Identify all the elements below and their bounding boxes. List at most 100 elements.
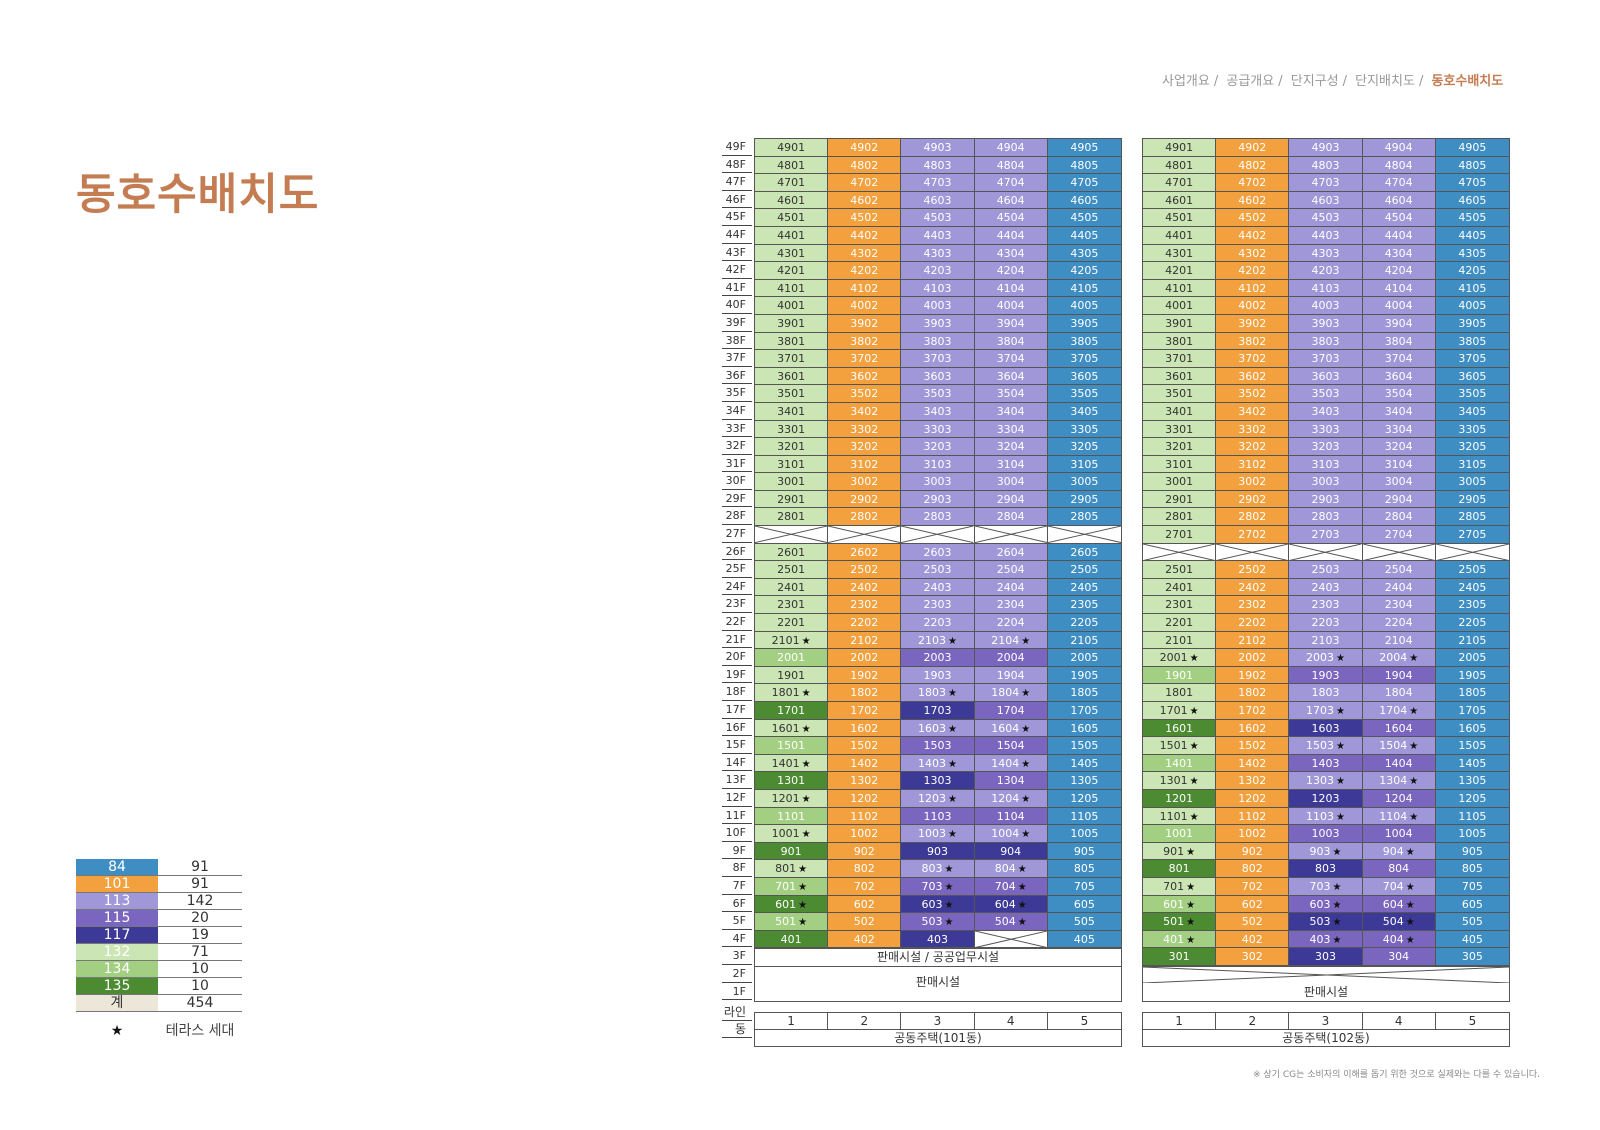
unit-cell[interactable]: 2104 [1362,631,1436,650]
breadcrumb-item[interactable]: 단지구성 [1290,74,1339,89]
unit-cell[interactable]: 2101 [1143,631,1217,650]
unit-cell[interactable]: 4805 [1047,156,1121,175]
unit-cell[interactable]: 1602 [1216,719,1290,738]
unit-cell[interactable]: 1202 [1216,789,1290,808]
unit-cell[interactable]: 3501 [755,385,829,403]
unit-cell[interactable]: 1103 [901,807,975,826]
unit-cell[interactable]: 3405 [1047,402,1121,421]
unit-cell[interactable]: 1505 [1047,737,1121,755]
unit-cell[interactable]: 3901 [755,314,829,333]
unit-cell[interactable]: 1904 [974,666,1048,685]
unit-cell[interactable]: 3602 [828,367,902,386]
unit-cell[interactable]: 2502 [1216,561,1290,579]
unit-cell[interactable]: 2105 [1435,631,1509,650]
unit-cell[interactable]: 805 [1047,860,1121,878]
unit-cell[interactable]: 901 [755,842,829,861]
unit-cell[interactable]: 3102 [828,455,902,474]
unit-cell[interactable]: 3601 [1143,367,1217,386]
unit-cell[interactable]: 3802 [828,332,902,351]
unit-cell[interactable]: 2803 [901,508,975,527]
unit-cell[interactable]: 2001 [755,649,829,667]
breadcrumb-item[interactable]: 공급개요 [1226,74,1275,89]
unit-cell[interactable]: 2402 [828,578,902,597]
unit-cell[interactable]: 704 ★ [1362,877,1436,896]
unit-cell[interactable]: 4605 [1047,191,1121,210]
unit-cell[interactable]: 4101 [1143,279,1217,298]
unit-cell[interactable]: 2102 [1216,631,1290,650]
unit-cell[interactable]: 2801 [1143,508,1217,527]
unit-cell[interactable]: 4002 [1216,297,1290,315]
unit-cell[interactable]: 2601 [755,543,829,562]
unit-cell[interactable]: 1301 ★ [1143,772,1217,790]
unit-cell[interactable]: 602 [1216,895,1290,914]
unit-cell[interactable]: 4204 [1362,262,1436,280]
unit-cell[interactable]: 3305 [1435,420,1509,439]
unit-cell[interactable]: 2304 [974,596,1048,615]
unit-cell[interactable]: 605 [1047,895,1121,914]
unit-cell[interactable]: 1802 [1216,684,1290,702]
unit-cell[interactable]: 4604 [974,191,1048,210]
unit-cell[interactable]: 1101 [755,807,829,826]
unit-cell[interactable]: 4602 [1216,191,1290,210]
unit-cell[interactable]: 3901 [1143,314,1217,333]
unit-cell[interactable]: 3801 [1143,332,1217,351]
unit-cell[interactable]: 3102 [1216,455,1290,474]
unit-cell[interactable]: 4603 [901,191,975,210]
unit-cell[interactable]: 3503 [1289,385,1363,403]
unit-cell[interactable]: 2004 [974,649,1048,667]
unit-cell[interactable]: 2102 [828,631,902,650]
unit-cell[interactable]: 2202 [828,614,902,632]
unit-cell[interactable]: 3302 [1216,420,1290,439]
unit-cell[interactable]: 3504 [974,385,1048,403]
unit-cell[interactable]: 602 [828,895,902,914]
unit-cell[interactable]: 1805 [1435,684,1509,702]
unit-cell[interactable]: 1502 [828,737,902,755]
unit-cell[interactable]: 2204 [974,614,1048,632]
unit-cell[interactable]: 3203 [1289,438,1363,456]
unit-cell[interactable]: 3505 [1047,385,1121,403]
unit-cell[interactable]: 4305 [1435,244,1509,263]
unit-cell[interactable]: 4905 [1047,139,1121,157]
unit-cell[interactable]: 503 ★ [1289,913,1363,931]
unit-cell[interactable]: 2605 [1047,543,1121,562]
unit-cell[interactable]: 4001 [1143,297,1217,315]
unit-cell[interactable]: 3902 [1216,314,1290,333]
unit-cell[interactable]: 904 [974,842,1048,861]
unit-cell[interactable]: 4503 [901,209,975,227]
unit-cell[interactable]: 3804 [1362,332,1436,351]
unit-cell[interactable]: 3001 [1143,473,1217,491]
unit-cell[interactable]: 1203 ★ [901,789,975,808]
unit-cell[interactable]: 4504 [1362,209,1436,227]
unit-cell[interactable]: 2302 [1216,596,1290,615]
unit-cell[interactable]: 1605 [1435,719,1509,738]
unit-cell[interactable]: 1801 [1143,684,1217,702]
unit-cell[interactable]: 905 [1047,842,1121,861]
unit-cell[interactable]: 903 [901,842,975,861]
unit-cell[interactable]: 4704 [974,174,1048,192]
unit-cell[interactable]: 801 [1143,860,1217,878]
unit-cell[interactable]: 2503 [901,561,975,579]
unit-cell[interactable]: 4405 [1435,226,1509,245]
unit-cell[interactable]: 4901 [1143,139,1217,157]
unit-cell[interactable]: 4601 [1143,191,1217,210]
unit-cell[interactable]: 3603 [1289,367,1363,386]
unit-cell[interactable]: 2201 [755,614,829,632]
unit-cell[interactable]: 402 [1216,930,1290,949]
unit-cell[interactable]: 2305 [1435,596,1509,615]
unit-cell[interactable]: 2104 ★ [974,631,1048,650]
unit-cell[interactable]: 4401 [1143,226,1217,245]
unit-cell[interactable]: 2805 [1435,508,1509,527]
unit-cell[interactable]: 2503 [1289,561,1363,579]
unit-cell[interactable]: 3204 [974,438,1048,456]
unit-cell[interactable]: 1305 [1435,772,1509,790]
unit-cell[interactable]: 1604 [1362,719,1436,738]
unit-cell[interactable]: 2402 [1216,578,1290,597]
unit-cell[interactable]: 705 [1435,877,1509,896]
unit-cell[interactable]: 4601 [755,191,829,210]
unit-cell[interactable]: 3402 [1216,402,1290,421]
unit-cell[interactable]: 703 ★ [901,877,975,896]
unit-cell[interactable]: 2105 [1047,631,1121,650]
unit-cell[interactable]: 4501 [755,209,829,227]
unit-cell[interactable]: 4303 [1289,244,1363,263]
unit-cell[interactable]: 4803 [901,156,975,175]
